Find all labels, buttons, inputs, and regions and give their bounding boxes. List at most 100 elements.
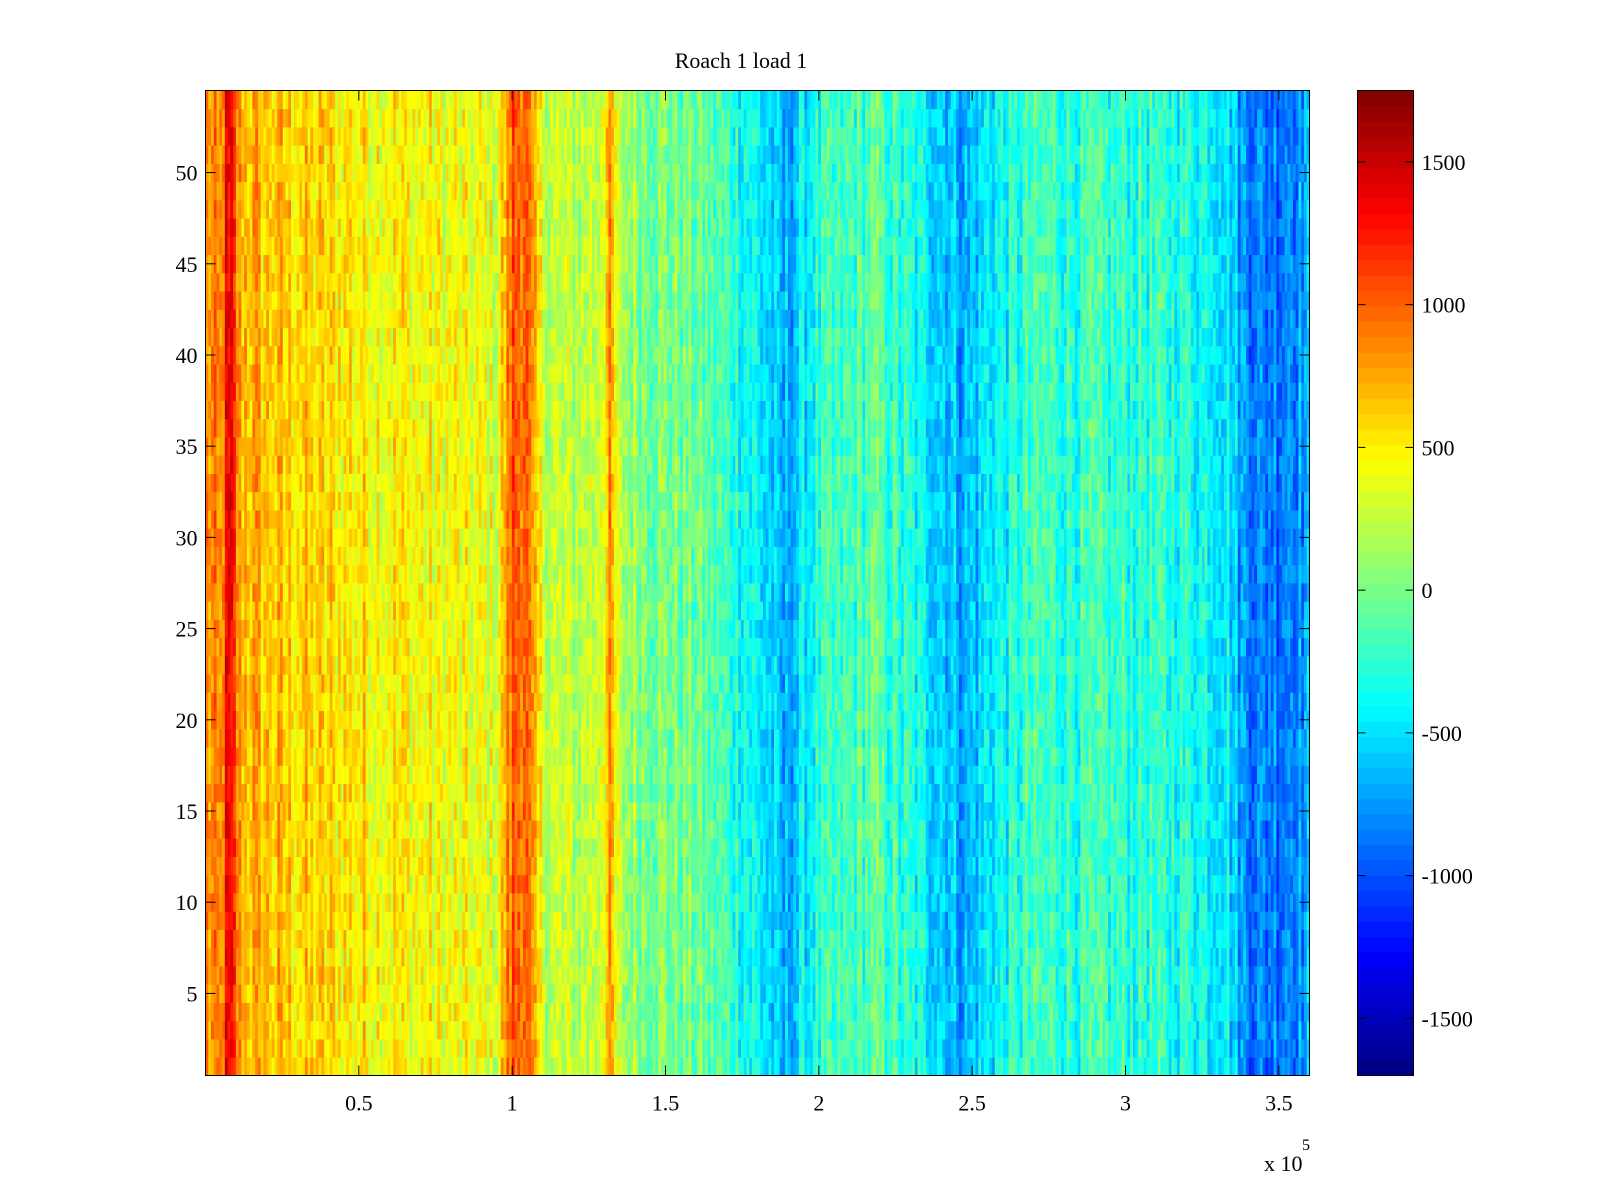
heatmap-cell [1085,947,1090,967]
heatmap-cell [382,874,386,894]
heatmap-cell [906,966,910,985]
heatmap-cell [205,1039,209,1058]
heatmap-cell [1072,911,1076,930]
heatmap-cell [257,874,262,894]
heatmap-cell [511,911,516,930]
heatmap-cell [1290,1020,1294,1040]
heatmap-cell [854,874,858,894]
heatmap-cell [671,1057,676,1076]
heatmap-cell [368,1020,372,1040]
heatmap-cell [774,1002,778,1022]
heatmap-cell [1212,1002,1217,1022]
heatmap-cell [622,1002,626,1022]
heatmap-cell [470,929,474,949]
heatmap-cell [315,1002,320,1022]
heatmap-cell [285,1020,289,1040]
heatmap-cell [307,1039,311,1058]
heatmap-cell [536,856,540,876]
heatmap-cell [481,838,485,858]
heatmap-cell [674,984,678,1003]
heatmap-cell [401,838,405,858]
heatmap-cell [1124,984,1128,1003]
heatmap-cell [1292,947,1297,967]
heatmap-cell [500,947,504,967]
heatmap-cell [658,929,662,949]
heatmap-cell [1179,1039,1183,1058]
heatmap-cell [1027,1002,1032,1022]
heatmap-cell [1237,1039,1241,1058]
heatmap-cell [1193,1039,1197,1058]
heatmap-cell [473,984,477,1003]
heatmap-cell [757,947,761,967]
heatmap-cell [564,984,568,1003]
heatmap-cell [627,1020,631,1040]
heatmap-cell [829,1039,833,1058]
heatmap-cell [685,984,689,1003]
heatmap-cell [415,1020,419,1040]
heatmap-cell [743,984,747,1003]
heatmap-cell [884,929,888,949]
heatmap-cell [1160,874,1164,894]
heatmap-cell [611,1039,615,1058]
heatmap-cell [823,893,827,912]
heatmap-cell [542,911,546,930]
heatmap-cell [655,984,659,1003]
heatmap-cell [349,1002,353,1022]
heatmap-cell [556,874,560,894]
heatmap-cell [470,911,474,930]
heatmap-cell [845,1002,849,1022]
heatmap-cell [994,893,999,912]
heatmap-cell [958,1039,963,1058]
heatmap-cell [682,1020,687,1040]
heatmap-cell [1143,1057,1148,1076]
heatmap-cell [1083,929,1087,949]
heatmap-cell [823,929,827,949]
heatmap-cell [1254,1039,1258,1058]
heatmap-cell [901,874,905,894]
heatmap-cell [1301,1039,1305,1058]
heatmap-cell [909,874,913,894]
heatmap-cell [395,984,400,1003]
heatmap-cell [983,966,987,985]
heatmap-cell [669,947,673,967]
heatmap-cell [812,1057,816,1076]
heatmap-cell [398,1039,402,1058]
heatmap-cell [1248,947,1252,967]
heatmap-cell [1270,1020,1275,1040]
heatmap-cell [346,1057,350,1076]
heatmap-cell [1061,856,1065,876]
heatmap-cell [682,947,687,967]
heatmap-cell [994,929,999,949]
heatmap-cell [1025,911,1029,930]
heatmap-cell [691,1002,695,1022]
heatmap-cell [299,911,303,930]
heatmap-cell [809,1057,814,1076]
heatmap-cell [453,1039,458,1058]
heatmap-cell [989,874,993,894]
heatmap-cell [227,1020,231,1040]
heatmap-cell [1295,893,1299,912]
heatmap-cell [658,911,662,930]
heatmap-cell [255,1039,259,1058]
heatmap-cell [892,893,896,912]
heatmap-cell [307,929,311,949]
heatmap-cell [489,1057,493,1076]
heatmap-cell [1072,1020,1076,1040]
heatmap-cell [291,966,295,985]
heatmap-cell [801,984,805,1003]
heatmap-cell [260,874,264,894]
heatmap-cell [233,893,237,912]
heatmap-cell [326,929,331,949]
heatmap-cell [233,911,237,930]
heatmap-cell [677,929,681,949]
heatmap-cell [464,856,469,876]
heatmap-cell [371,929,375,949]
heatmap-cell [263,911,267,930]
heatmap-cell [627,1002,631,1022]
heatmap-cell [572,947,576,967]
heatmap-cell [1243,929,1247,949]
heatmap-cell [216,966,220,985]
heatmap-cell [1154,1039,1159,1058]
heatmap-cell [487,893,491,912]
heatmap-cell [1014,966,1018,985]
